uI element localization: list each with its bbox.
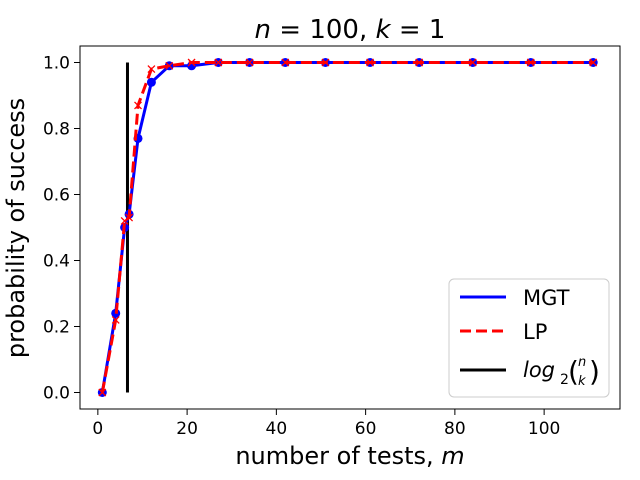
x-axis-label-var: m <box>441 442 464 470</box>
title-mid: = 100, <box>271 15 375 45</box>
legend-log-subscript: 2 <box>560 372 569 388</box>
lp-point <box>214 58 223 67</box>
lp-point <box>147 65 156 74</box>
x-tick-label: 60 <box>355 419 377 439</box>
lp-point <box>120 216 129 225</box>
legend-mgt-label: MGT <box>523 286 570 310</box>
y-tick-label: 0.8 <box>43 120 70 140</box>
y-axis: 0.0 0.2 0.4 0.6 0.8 1.0 <box>43 54 80 404</box>
mgt-point <box>146 77 156 87</box>
lp-point <box>165 61 174 70</box>
title-end: = 1 <box>391 15 446 45</box>
lp-point <box>245 58 254 67</box>
x-tick-label: 0 <box>92 419 103 439</box>
lp-point <box>98 388 107 397</box>
y-tick-label: 0.2 <box>43 318 70 338</box>
legend-binom-open: ( <box>568 355 579 388</box>
lp-point <box>281 58 290 67</box>
lp-point <box>526 58 535 67</box>
x-axis: 0 20 40 60 80 100 <box>92 409 560 439</box>
legend-log-label: log 2 ( n k ) <box>523 355 600 389</box>
y-tick-label: 0.4 <box>43 252 70 272</box>
y-tick-label: 0.6 <box>43 186 70 206</box>
legend-box <box>448 278 610 398</box>
title-n: n <box>255 15 271 45</box>
legend-binom-top: n <box>578 355 586 370</box>
lp-point <box>111 315 120 324</box>
lp-point <box>468 58 477 67</box>
legend-log-prefix: log <box>523 358 555 382</box>
legend: MGT LP log 2 ( n k ) <box>448 278 610 398</box>
chart-title: n = 100, k = 1 <box>255 15 446 45</box>
legend-binom-close: ) <box>589 355 600 388</box>
lp-point <box>366 58 375 67</box>
x-tick-label: 80 <box>444 419 466 439</box>
series-layer <box>97 58 598 397</box>
x-tick-label: 40 <box>266 419 288 439</box>
lp-point <box>187 58 196 67</box>
legend-lp-label: LP <box>523 320 547 344</box>
plot-area-frame <box>79 45 621 410</box>
x-axis-label: number of tests, m <box>235 442 464 470</box>
y-tick-label: 1.0 <box>43 54 70 74</box>
x-tick-label: 20 <box>176 419 198 439</box>
lp-point <box>589 58 598 67</box>
lp-point <box>125 213 134 222</box>
lp-point <box>321 58 330 67</box>
x-axis-label-text: number of tests, <box>235 442 441 470</box>
title-k: k <box>376 15 392 45</box>
y-tick-label: 0.0 <box>43 384 70 404</box>
x-tick-label: 100 <box>528 419 560 439</box>
lp-point <box>134 101 142 110</box>
legend-binom-bottom: k <box>578 374 586 389</box>
lp-point <box>415 58 424 67</box>
y-axis-label: probability of success <box>2 98 30 358</box>
